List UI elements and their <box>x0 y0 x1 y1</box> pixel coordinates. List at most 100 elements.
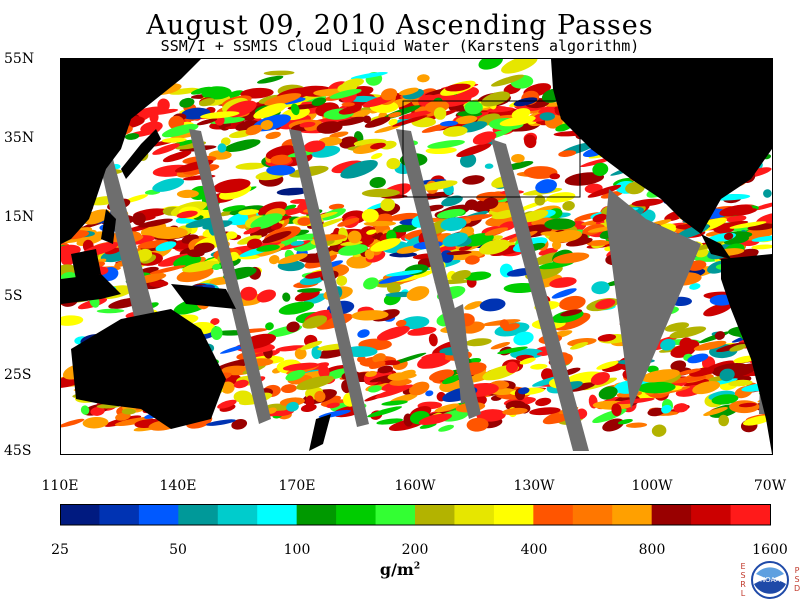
cloud-patch <box>96 308 125 314</box>
cloud-patch <box>518 387 530 395</box>
cloud-patch <box>445 83 471 92</box>
cloud-patch <box>482 197 499 210</box>
cloud-patch <box>479 239 511 255</box>
cloud-patch <box>132 212 146 226</box>
cloud-patch <box>364 249 375 260</box>
colorbar-segment <box>375 504 416 525</box>
lat-label-45s: 45S <box>4 443 32 459</box>
cloud-patch <box>441 195 463 207</box>
cloud-patch <box>265 322 274 331</box>
cloud-patch <box>190 86 213 95</box>
cloud-patch <box>266 165 296 176</box>
cloud-patch <box>464 101 483 115</box>
colorbar-segment <box>178 504 219 525</box>
cloud-patch <box>369 361 386 369</box>
cloud-patch <box>361 188 400 198</box>
cloud-patch <box>651 424 667 437</box>
cloud-patch <box>369 177 386 188</box>
cloud-patch <box>297 217 312 226</box>
cloud-patch <box>539 112 555 121</box>
colorbar-segment <box>572 504 613 525</box>
colorbar-tick-100: 100 <box>283 542 311 558</box>
cloud-patch <box>679 337 693 350</box>
land-south-america <box>721 254 772 454</box>
cloud-patch <box>388 118 398 126</box>
cloud-patch <box>490 342 511 350</box>
cloud-patch <box>260 120 274 130</box>
cloud-patch <box>418 413 453 425</box>
cloud-patch <box>675 368 701 376</box>
cloud-patch <box>446 250 472 256</box>
cloud-patch <box>275 345 307 352</box>
cloud-patch <box>294 347 307 360</box>
cloud-patch <box>308 362 330 372</box>
no-data-swath-5 <box>453 304 473 404</box>
cloud-patch <box>451 269 471 281</box>
cloud-patch <box>689 283 701 290</box>
lat-label-55n: 55N <box>4 51 35 67</box>
cloud-patch <box>385 270 423 277</box>
colorbar-tick-800: 800 <box>638 542 666 558</box>
colorbar-segment <box>454 504 495 525</box>
cloud-patch <box>223 139 261 153</box>
cloud-patch <box>567 382 596 392</box>
cloud-patch <box>484 163 494 169</box>
lat-label-15n: 15N <box>4 209 35 225</box>
cloud-patch <box>560 309 582 317</box>
cloud-patch <box>182 260 220 273</box>
colorbar <box>60 504 771 526</box>
cloud-patch <box>115 412 131 421</box>
cloud-patch <box>256 244 280 252</box>
cloud-patch <box>212 263 222 271</box>
cloud-patch <box>82 416 109 429</box>
cloud-patch <box>161 137 187 143</box>
cloud-patch <box>329 88 362 99</box>
cloud-patch <box>406 286 430 301</box>
cloud-patch <box>296 375 334 391</box>
cloud-patch <box>719 368 735 382</box>
cloud-patch <box>440 217 467 231</box>
cloud-patch <box>549 173 561 180</box>
colorbar-segment <box>217 504 258 525</box>
colorbar-segment <box>691 504 732 525</box>
cloud-patch <box>535 179 557 194</box>
cloud-patch <box>387 372 411 381</box>
colorbar-segment <box>415 504 455 525</box>
cloud-patch <box>381 400 408 406</box>
cloud-patch <box>149 226 188 240</box>
cloud-patch <box>339 136 358 149</box>
cloud-patch <box>124 133 140 140</box>
cloud-patch <box>243 226 261 235</box>
cloud-patch <box>104 247 121 255</box>
cloud-patch <box>378 272 417 284</box>
cloud-patch <box>535 397 552 407</box>
cloud-patch <box>377 365 394 374</box>
cloud-patch <box>138 218 173 228</box>
cloud-patch <box>763 189 772 198</box>
cloud-patch <box>742 415 772 426</box>
cloud-patch <box>421 352 446 360</box>
cloud-patch <box>305 395 315 409</box>
cloud-patch <box>511 153 525 163</box>
colorbar-border <box>60 504 771 526</box>
cloud-patch <box>337 217 360 227</box>
cloud-patch <box>121 408 136 415</box>
cloud-patch <box>728 379 753 387</box>
cloud-patch <box>140 121 163 134</box>
cloud-patch <box>210 318 220 326</box>
cloud-patch <box>529 407 561 416</box>
cloud-patch <box>217 399 237 409</box>
colorbar-segment <box>612 504 653 525</box>
cloud-patch <box>303 140 326 153</box>
cloud-patch <box>280 384 297 394</box>
cloud-patch <box>294 289 320 302</box>
cloud-patch <box>464 199 479 211</box>
map-canvas <box>61 59 772 454</box>
cloud-patch <box>565 237 593 247</box>
colorbar-tick-25: 25 <box>51 542 69 558</box>
cloud-patch <box>277 253 308 264</box>
map-subtitle: SSM/I + SSMIS Cloud Liquid Water (Karste… <box>160 37 640 55</box>
cloud-patch <box>162 150 192 163</box>
cloud-patch <box>342 78 364 89</box>
cloud-patch <box>497 346 528 355</box>
